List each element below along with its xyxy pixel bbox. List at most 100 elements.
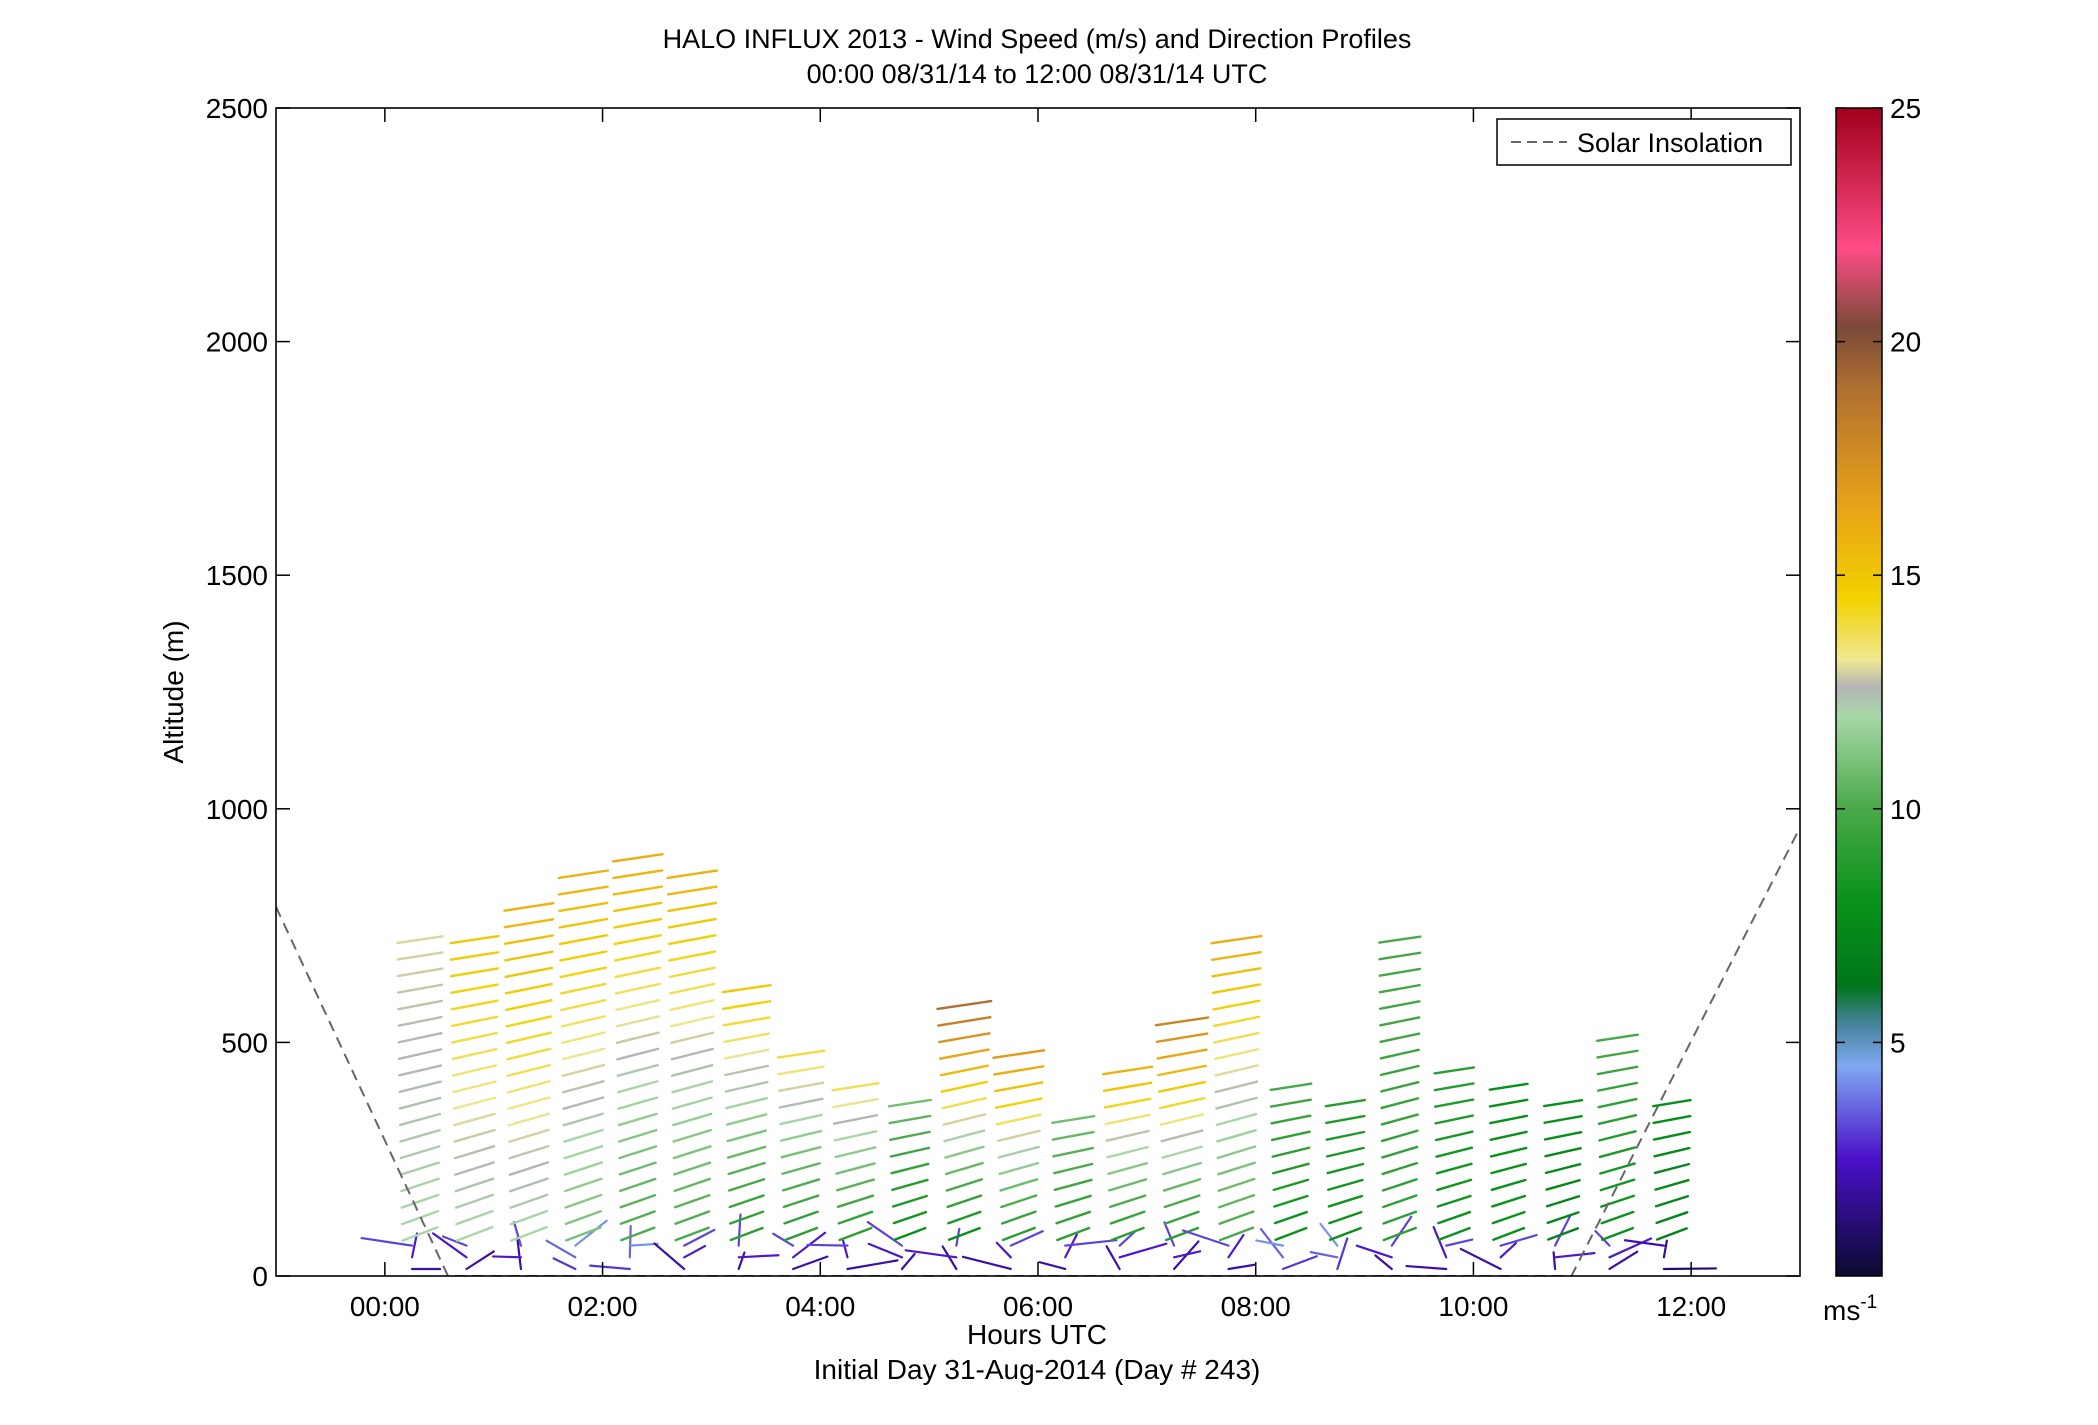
wind-barb [1434, 1114, 1474, 1125]
wind-barb [653, 1242, 686, 1271]
wind-barb [672, 1145, 712, 1160]
y-axis-label: Altitude (m) [158, 620, 189, 763]
wind-barb [1382, 1194, 1418, 1209]
wind-barb [1437, 1226, 1471, 1241]
wind-barb [397, 999, 443, 1011]
wind-barb [781, 1162, 821, 1175]
colorbar-ticks: 5 10 15 20 25 [1836, 93, 1921, 1058]
wind-barb [1328, 1210, 1363, 1225]
wind-barb [1491, 1194, 1527, 1208]
wind-barb [783, 1226, 819, 1242]
wind-barb [613, 917, 663, 929]
wind-barb [1214, 1080, 1259, 1094]
wind-barb [506, 1080, 551, 1094]
wind-barb [727, 1161, 766, 1176]
wind-barb [893, 1226, 927, 1241]
wind-barb [1157, 1064, 1207, 1077]
wind-barb [778, 1097, 824, 1109]
wind-barb [936, 999, 993, 1011]
wind-barb [1542, 1099, 1584, 1108]
wind-barb [504, 982, 553, 995]
x-tick-label: 02:00 [568, 1291, 638, 1322]
colorbar-unit: ms-1 [1823, 1292, 1877, 1326]
x-tick-label: 04:00 [785, 1291, 855, 1322]
wind-barb [1162, 1178, 1202, 1192]
wind-barb [616, 1047, 660, 1061]
wind-barb [454, 1177, 495, 1193]
wind-barb [1380, 1129, 1419, 1143]
wind-barb [396, 951, 444, 961]
wind-barb [1552, 1251, 1557, 1271]
wind-barb [1217, 1177, 1256, 1192]
wind-barb [516, 1236, 523, 1271]
wind-barb [410, 1232, 419, 1259]
wind-barb [779, 1113, 823, 1126]
wind-barb [668, 950, 717, 962]
wind-barb [1118, 1230, 1136, 1247]
wind-barb [1103, 1097, 1152, 1109]
wind-barb [1499, 1242, 1517, 1259]
wind-barb [1158, 1080, 1207, 1093]
wind-barb [669, 999, 716, 1012]
wind-barb [887, 1098, 933, 1108]
wind-barb [1434, 1098, 1475, 1108]
wind-barb [944, 1161, 984, 1176]
wind-barb [545, 1239, 577, 1259]
wind-barb [617, 1096, 659, 1110]
wind-barb [993, 1065, 1045, 1076]
wind-barb [994, 1081, 1044, 1093]
colorbar-tick-label: 15 [1890, 560, 1921, 591]
wind-barb [737, 1254, 780, 1259]
wind-barb [618, 1161, 657, 1176]
wind-barb [1379, 1048, 1420, 1060]
wind-barb [399, 1112, 442, 1127]
wind-barb [946, 1194, 983, 1209]
wind-barb [1433, 1066, 1476, 1075]
wind-barb [1272, 1162, 1310, 1175]
wind-barb [398, 1096, 442, 1110]
wind-barb [1109, 1210, 1146, 1225]
wind-barb [619, 1210, 656, 1225]
wind-barb [1459, 1247, 1502, 1271]
wind-barb [504, 950, 554, 962]
wind-barb [1273, 1210, 1309, 1225]
wind-barb [452, 1096, 497, 1110]
legend-label: Solar Insolation [1577, 128, 1763, 158]
wind-barb [831, 1082, 880, 1092]
wind-barb [834, 1146, 877, 1159]
wind-barb [400, 1193, 440, 1209]
x-tick-label: 08:00 [1221, 1291, 1291, 1322]
wind-barb [1499, 1234, 1538, 1247]
wind-barb [452, 1080, 497, 1094]
wind-barb [945, 1178, 984, 1192]
wind-barb [562, 1096, 605, 1110]
wind-barb [1433, 1082, 1475, 1092]
wind-barb [937, 1016, 992, 1027]
x-tick-label: 12:00 [1656, 1291, 1726, 1322]
wind-barb [453, 1112, 496, 1127]
wind-barb [726, 1145, 767, 1159]
wind-barb [961, 1255, 1012, 1271]
legend: Solar Insolation [1496, 118, 1792, 166]
wind-barb [673, 1194, 711, 1209]
wind-barb [616, 1080, 659, 1094]
wind-barb [451, 1047, 498, 1061]
wind-barb [1227, 1263, 1257, 1271]
wind-barb [1101, 1065, 1154, 1076]
solar-insolation-line [276, 827, 1800, 1276]
wind-barb [1547, 1227, 1580, 1241]
wind-barb [509, 1209, 549, 1226]
wind-barb [505, 1015, 553, 1028]
wind-barb [1053, 1162, 1094, 1175]
wind-barb [613, 934, 662, 946]
wind-barb [780, 1145, 822, 1159]
wind-barb [619, 1194, 657, 1209]
wind-barb [1378, 1000, 1421, 1010]
wind-barb [1596, 1065, 1639, 1076]
wind-barb [451, 1031, 498, 1044]
wind-barb [940, 1080, 989, 1093]
wind-barb [947, 1210, 982, 1225]
wind-barb [1381, 1161, 1419, 1176]
wind-barb [1379, 1016, 1421, 1027]
wind-barb [1543, 1115, 1583, 1124]
